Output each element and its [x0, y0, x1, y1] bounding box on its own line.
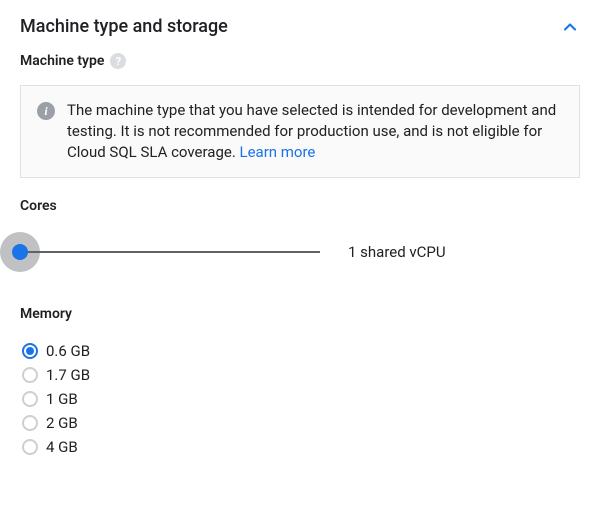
radio-label: 1.7 GB [46, 366, 90, 384]
radio-label: 0.6 GB [46, 342, 90, 360]
cores-label: Cores [20, 198, 580, 214]
memory-option-0[interactable]: 0.6 GB [22, 340, 580, 362]
radio-label: 1 GB [46, 390, 78, 408]
info-box: i The machine type that you have selecte… [20, 85, 580, 178]
memory-option-4[interactable]: 4 GB [22, 436, 580, 458]
radio-icon [22, 439, 38, 455]
help-icon[interactable]: ? [110, 53, 126, 69]
memory-label: Memory [20, 306, 580, 322]
radio-icon [22, 415, 38, 431]
cores-value: 1 shared vCPU [348, 243, 446, 261]
memory-option-3[interactable]: 2 GB [22, 412, 580, 434]
memory-option-2[interactable]: 1 GB [22, 388, 580, 410]
radio-label: 4 GB [46, 438, 78, 456]
machine-type-label-row: Machine type ? [20, 53, 580, 69]
section-title: Machine type and storage [20, 16, 228, 37]
info-text: The machine type that you have selected … [67, 100, 563, 163]
radio-label: 2 GB [46, 414, 78, 432]
radio-icon [22, 391, 38, 407]
radio-icon [22, 367, 38, 383]
chevron-up-icon[interactable] [560, 17, 580, 37]
machine-type-label: Machine type [20, 53, 104, 69]
cores-slider-row: 1 shared vCPU [0, 232, 580, 272]
slider-thumb[interactable] [12, 244, 28, 260]
slider-track [20, 251, 320, 253]
radio-icon [22, 343, 38, 359]
cores-slider[interactable] [0, 232, 320, 272]
info-icon: i [37, 102, 55, 120]
section-header: Machine type and storage [20, 16, 580, 37]
learn-more-link[interactable]: Learn more [240, 143, 316, 161]
memory-option-1[interactable]: 1.7 GB [22, 364, 580, 386]
memory-radio-group: 0.6 GB 1.7 GB 1 GB 2 GB 4 GB [22, 340, 580, 458]
